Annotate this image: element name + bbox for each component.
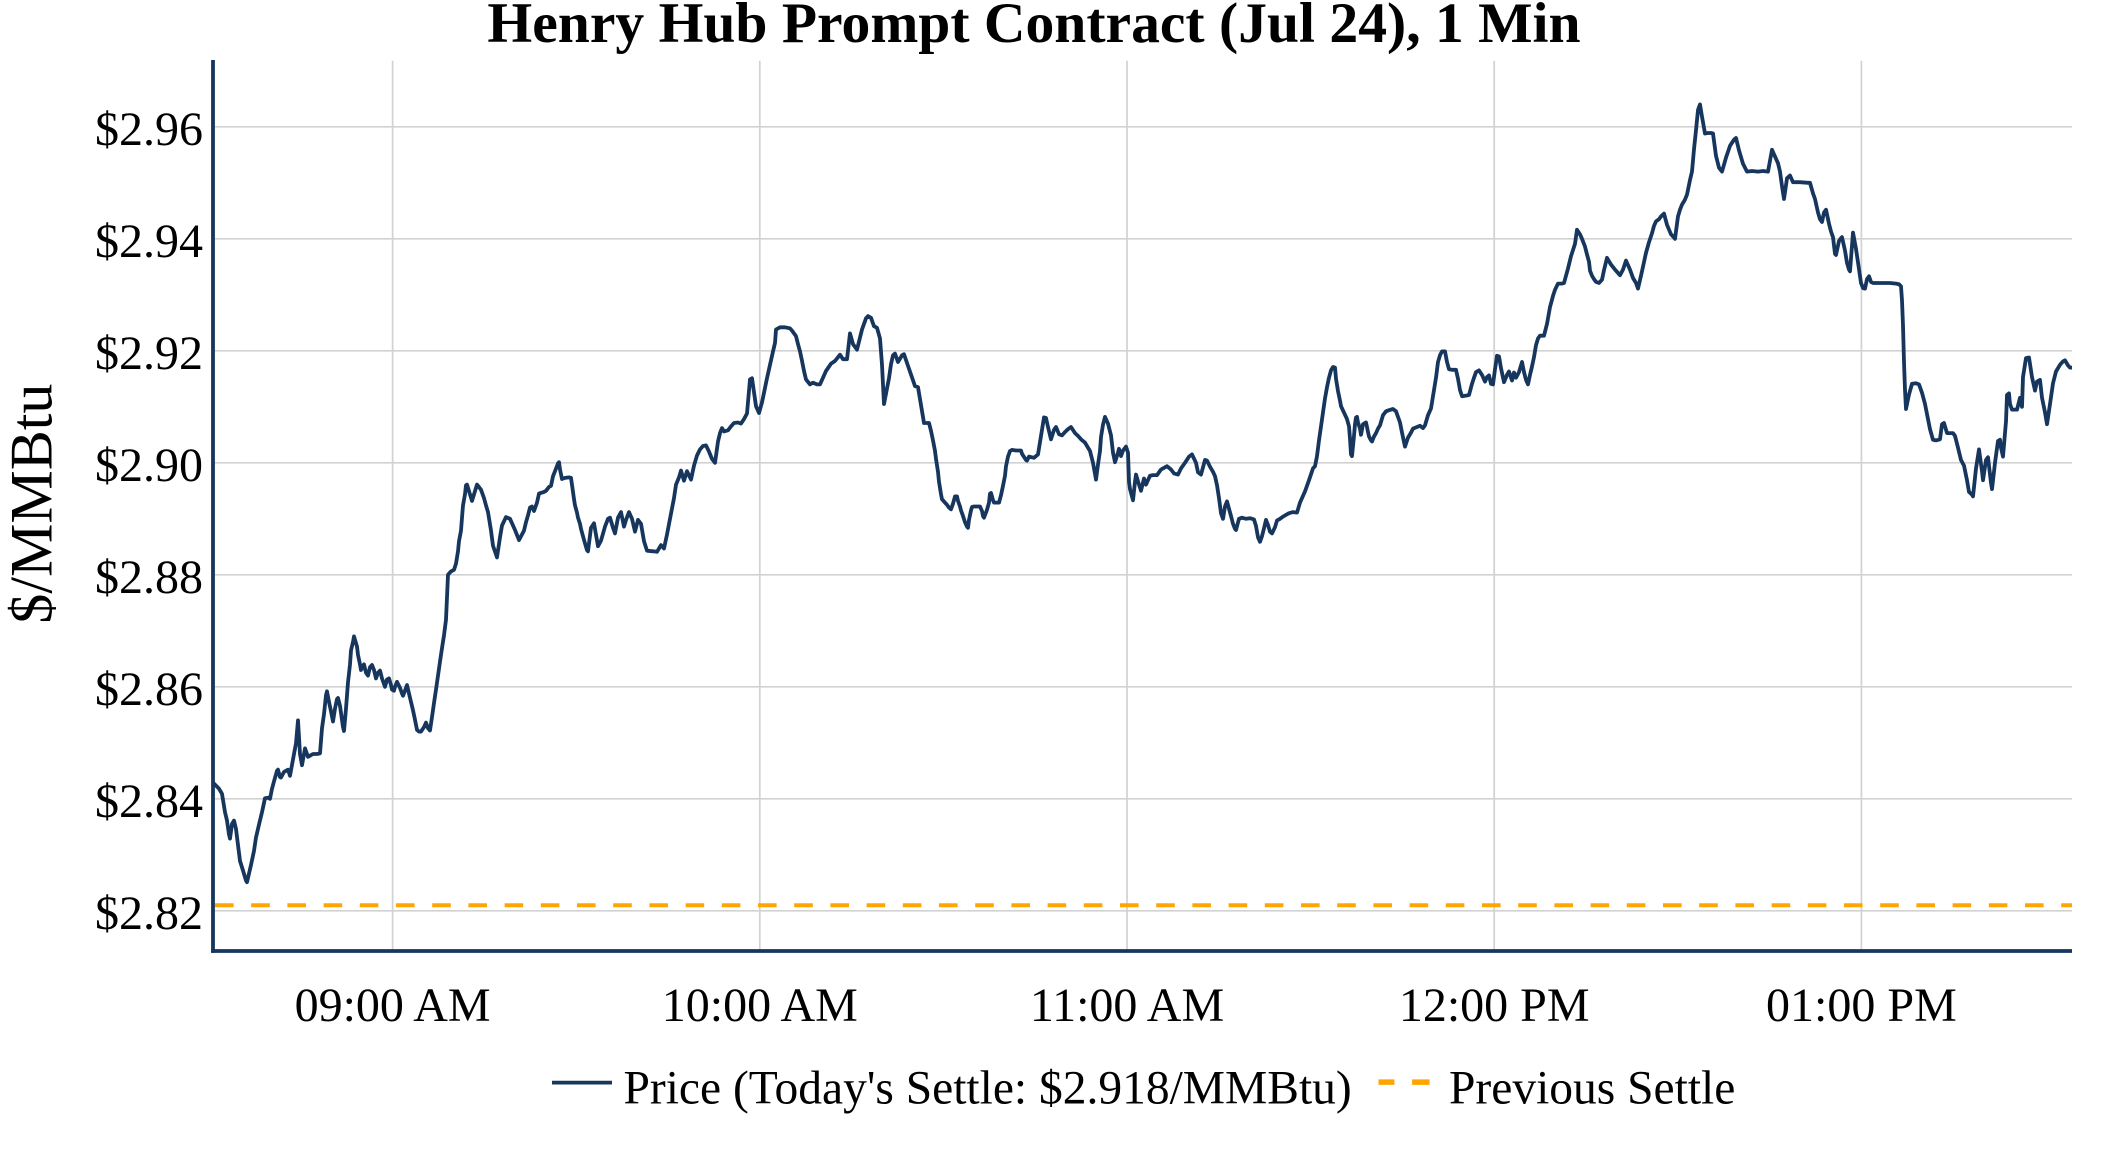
svg-text:Previous Settle: Previous Settle <box>1449 1063 1735 1115</box>
svg-text:$/MMBtu: $/MMBtu <box>0 384 64 624</box>
svg-text:$2.90: $2.90 <box>95 439 203 492</box>
svg-text:Henry Hub Prompt Contract (Jul: Henry Hub Prompt Contract (Jul 24), 1 Mi… <box>487 0 1580 55</box>
svg-text:$2.88: $2.88 <box>95 551 203 604</box>
svg-text:01:00 PM: 01:00 PM <box>1766 979 1957 1032</box>
svg-text:09:00 AM: 09:00 AM <box>295 979 491 1032</box>
svg-text:10:00 AM: 10:00 AM <box>662 979 858 1032</box>
svg-text:12:00 PM: 12:00 PM <box>1399 979 1590 1032</box>
svg-text:$2.92: $2.92 <box>95 327 203 380</box>
svg-text:Price (Today's Settle: $2.918/: Price (Today's Settle: $2.918/MMBtu) <box>624 1063 1352 1115</box>
svg-text:11:00 AM: 11:00 AM <box>1030 979 1224 1032</box>
svg-text:$2.96: $2.96 <box>95 103 203 156</box>
svg-text:$2.94: $2.94 <box>95 215 203 268</box>
svg-text:$2.82: $2.82 <box>95 887 203 940</box>
svg-text:$2.84: $2.84 <box>95 775 203 828</box>
svg-text:$2.86: $2.86 <box>95 663 203 716</box>
